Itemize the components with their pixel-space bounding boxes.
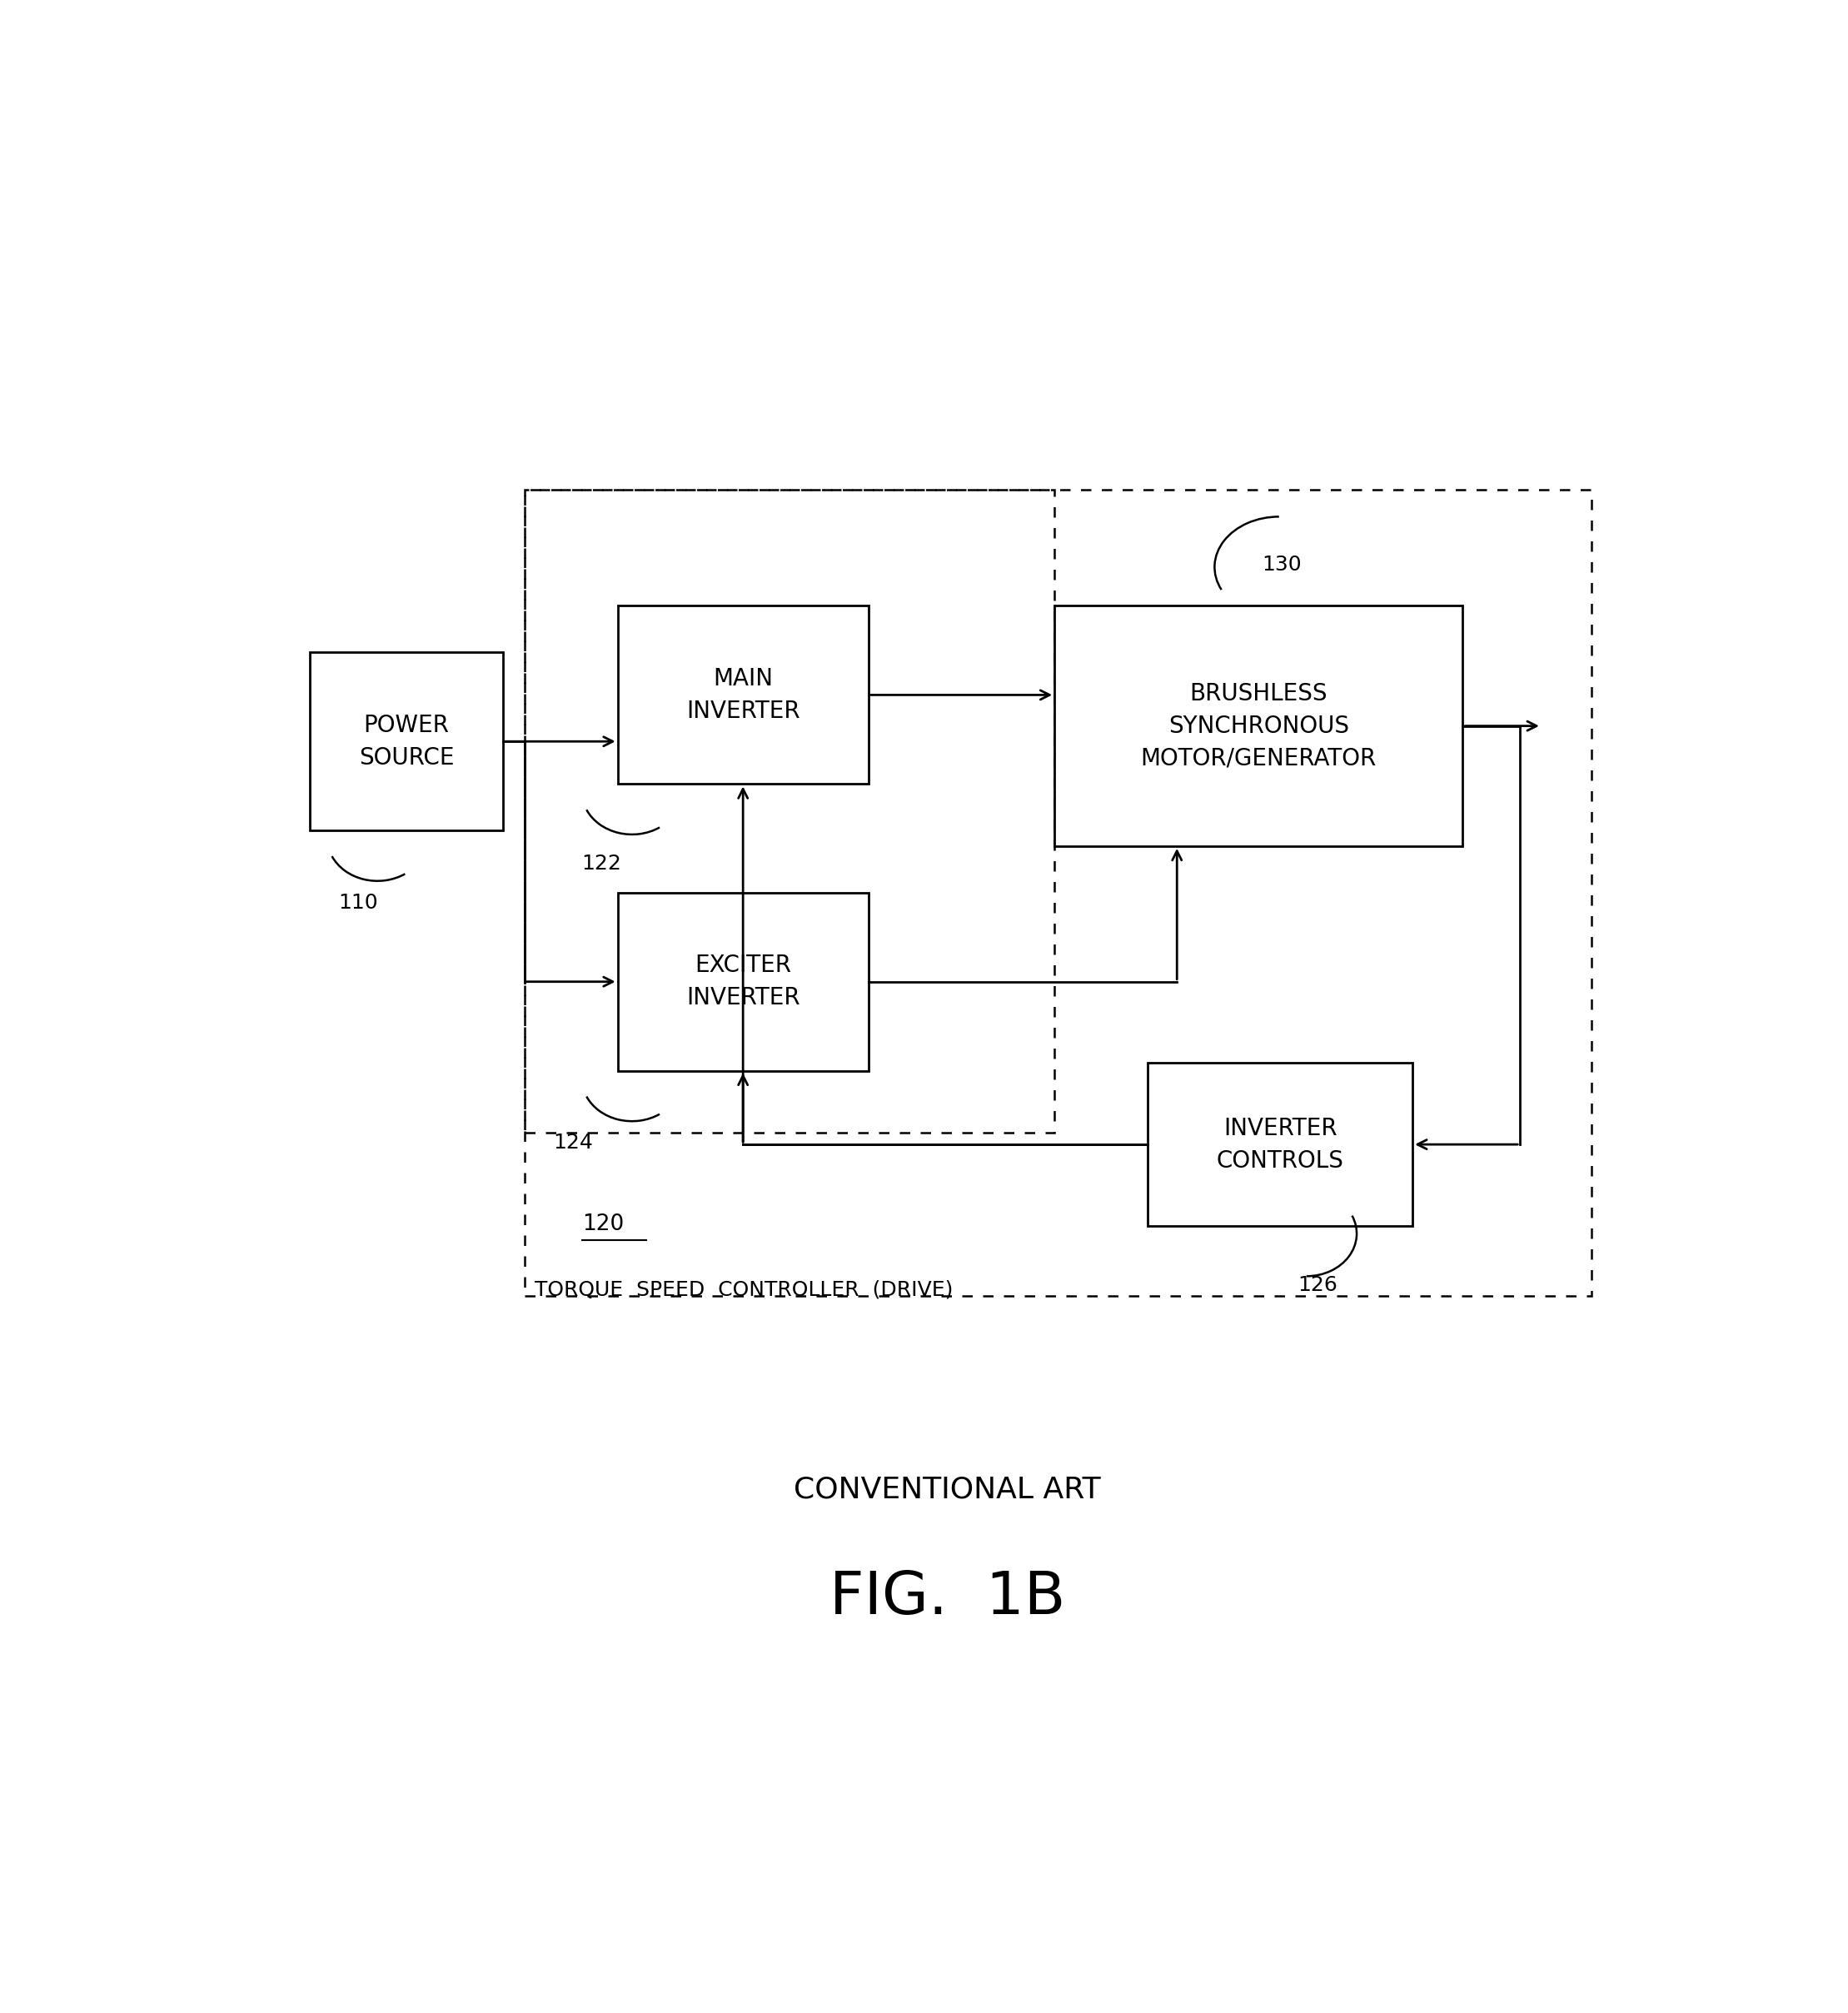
- FancyBboxPatch shape: [617, 606, 869, 783]
- Text: CONVENTIONAL ART: CONVENTIONAL ART: [793, 1476, 1101, 1504]
- Text: 122: 122: [582, 854, 621, 874]
- Text: 124: 124: [553, 1133, 593, 1153]
- Text: 110: 110: [338, 892, 379, 912]
- FancyBboxPatch shape: [617, 892, 869, 1071]
- FancyBboxPatch shape: [1148, 1063, 1412, 1226]
- FancyBboxPatch shape: [1055, 606, 1464, 845]
- FancyBboxPatch shape: [310, 652, 503, 831]
- Text: 120: 120: [582, 1214, 625, 1236]
- Text: EXCITER
INVERTER: EXCITER INVERTER: [686, 954, 800, 1011]
- Text: TORQUE  SPEED  CONTROLLER  (DRIVE): TORQUE SPEED CONTROLLER (DRIVE): [534, 1280, 954, 1300]
- Text: BRUSHLESS
SYNCHRONOUS
MOTOR/GENERATOR: BRUSHLESS SYNCHRONOUS MOTOR/GENERATOR: [1140, 682, 1377, 771]
- Text: POWER
SOURCE: POWER SOURCE: [359, 713, 455, 769]
- Text: FIG.  1B: FIG. 1B: [830, 1568, 1064, 1627]
- Text: 126: 126: [1297, 1276, 1338, 1296]
- Text: MAIN
INVERTER: MAIN INVERTER: [686, 666, 800, 723]
- Text: INVERTER
CONTROLS: INVERTER CONTROLS: [1216, 1117, 1343, 1172]
- Text: 130: 130: [1262, 556, 1301, 576]
